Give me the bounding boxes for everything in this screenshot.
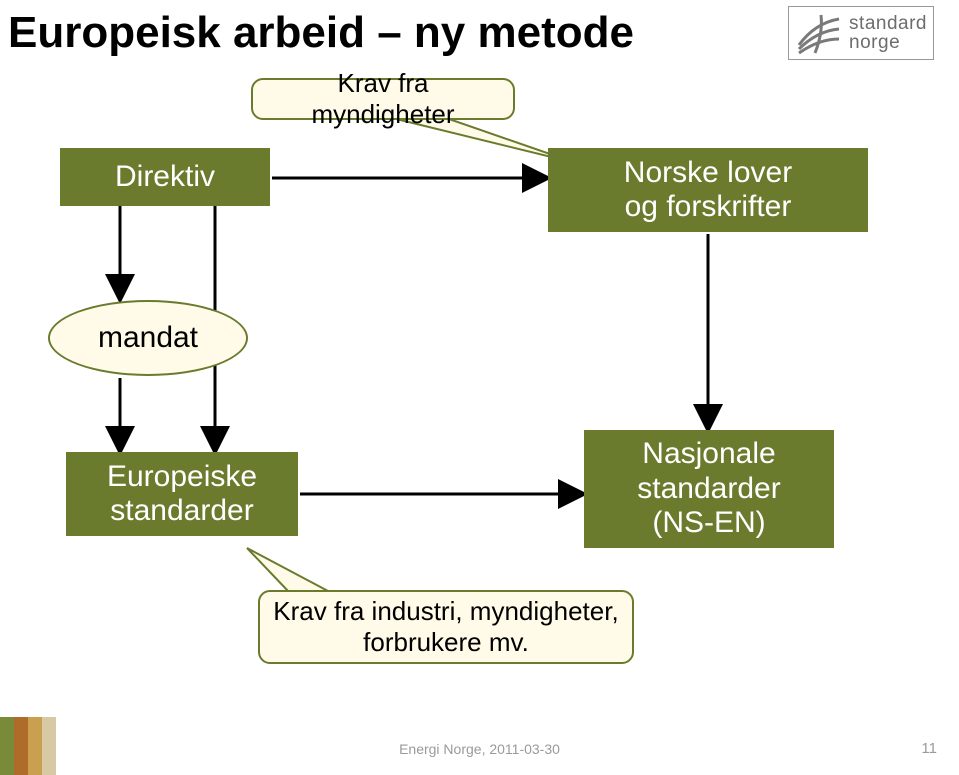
page-title: Europeisk arbeid – ny metode bbox=[8, 8, 634, 58]
ellipse-mandat-label: mandat bbox=[98, 321, 198, 355]
logo-text-line2: norge bbox=[849, 33, 927, 52]
box-nasj-label: Nasjonalestandarder(NS-EN) bbox=[637, 437, 780, 541]
box-norske-label: Norske loverog forskrifter bbox=[624, 156, 792, 225]
page-number: 11 bbox=[921, 740, 937, 757]
callout-bot-label: Krav fra industri, myndigheter,forbruker… bbox=[273, 596, 618, 658]
logo-icon bbox=[795, 9, 843, 57]
callout-krav-myndigheter: Krav fra myndigheter bbox=[251, 78, 515, 120]
callout-krav-industri: Krav fra industri, myndigheter,forbruker… bbox=[258, 590, 634, 664]
decorative-stripes bbox=[0, 717, 56, 775]
box-direktiv-label: Direktiv bbox=[115, 160, 215, 195]
box-nasjonale-standarder: Nasjonalestandarder(NS-EN) bbox=[584, 430, 834, 548]
box-europeiske-standarder: Europeiskestandarder bbox=[66, 452, 298, 536]
box-norske-lover: Norske loverog forskrifter bbox=[548, 148, 868, 232]
box-direktiv: Direktiv bbox=[60, 148, 270, 206]
logo-text-line1: standard bbox=[849, 14, 927, 33]
box-euro-label: Europeiskestandarder bbox=[107, 460, 257, 529]
footer-text: Energi Norge, 2011-03-30 bbox=[0, 741, 959, 757]
ellipse-mandat: mandat bbox=[48, 300, 248, 376]
callout-top-label: Krav fra myndigheter bbox=[263, 68, 503, 130]
logo: standard norge bbox=[788, 6, 934, 60]
